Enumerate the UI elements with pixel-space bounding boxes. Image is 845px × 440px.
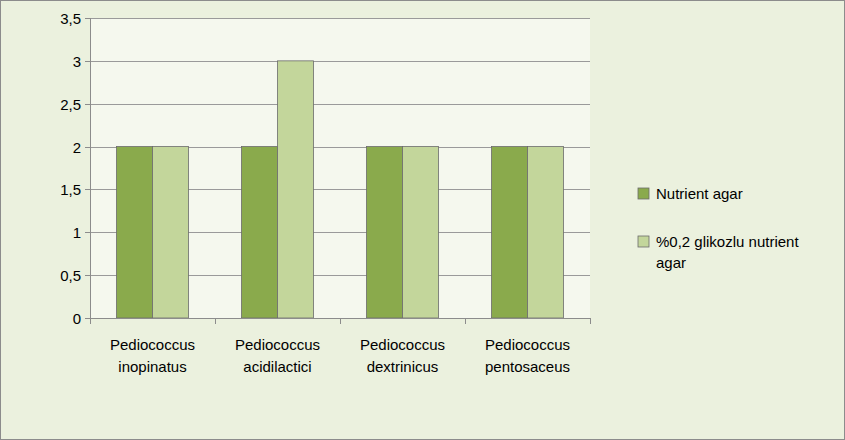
bar bbox=[242, 147, 278, 318]
tick-mark bbox=[85, 61, 90, 62]
legend-label: Nutrient agar bbox=[656, 185, 743, 202]
tick-label: 2 bbox=[73, 139, 81, 156]
category-label-line: Pediococcus bbox=[360, 336, 445, 353]
legend-swatch bbox=[638, 236, 649, 247]
grid-line bbox=[90, 18, 590, 19]
category-label: Pediococcus pentosaceus bbox=[485, 336, 570, 375]
category-divider bbox=[215, 318, 216, 324]
category-divider bbox=[340, 318, 341, 324]
tick-mark bbox=[85, 104, 90, 105]
tick-label: 0 bbox=[73, 310, 81, 327]
category-label-line: pentosaceus bbox=[485, 358, 570, 375]
bars bbox=[117, 61, 564, 318]
category-label: Pediococcus acidilactici bbox=[235, 336, 320, 375]
legend-label-line: Nutrient agar bbox=[656, 185, 743, 202]
category-label-line: Pediococcus bbox=[235, 336, 320, 353]
category-label-line: Pediococcus bbox=[110, 336, 195, 353]
tick-mark bbox=[85, 189, 90, 190]
chart-background bbox=[1, 1, 845, 440]
legend-label-line: agar bbox=[656, 254, 686, 271]
bar bbox=[492, 147, 528, 318]
category-label-line: Pediococcus bbox=[485, 336, 570, 353]
tick-label: 3 bbox=[73, 53, 81, 70]
tick-mark bbox=[85, 318, 90, 319]
tick-label: 1 bbox=[73, 224, 81, 241]
category-divider bbox=[465, 318, 466, 324]
grid-line bbox=[90, 61, 590, 62]
tick-label: 2,5 bbox=[60, 96, 81, 113]
category-divider bbox=[590, 318, 591, 324]
plot-area bbox=[90, 18, 590, 318]
category-label-line: dextrinicus bbox=[367, 358, 439, 375]
category-label-line: inopinatus bbox=[118, 358, 186, 375]
category-label: Pediococcus dextrinicus bbox=[360, 336, 445, 375]
bar bbox=[278, 61, 314, 318]
tick-label: 3,5 bbox=[60, 10, 81, 27]
tick-label: 0,5 bbox=[60, 267, 81, 284]
bar bbox=[367, 147, 403, 318]
bar bbox=[403, 147, 439, 318]
tick-mark bbox=[85, 232, 90, 233]
bar bbox=[528, 147, 564, 318]
legend-label: %0,2 glikozlu nutrient agar bbox=[656, 233, 799, 271]
grid-line bbox=[90, 104, 590, 105]
tick-mark bbox=[85, 147, 90, 148]
category-label-line: acidilactici bbox=[243, 358, 311, 375]
legend-swatch bbox=[638, 188, 649, 199]
chart: 00,511,522,533,5PediococcusinopinatusPed… bbox=[0, 0, 845, 440]
tick-mark bbox=[85, 18, 90, 19]
bar bbox=[153, 147, 189, 318]
category-label: Pediococcus inopinatus bbox=[110, 336, 195, 375]
bar bbox=[117, 147, 153, 318]
y-axis bbox=[90, 18, 91, 318]
tick-label: 1,5 bbox=[60, 181, 81, 198]
tick-mark bbox=[85, 275, 90, 276]
category-divider bbox=[90, 318, 91, 324]
legend-label-line: %0,2 glikozlu nutrient bbox=[656, 233, 799, 250]
